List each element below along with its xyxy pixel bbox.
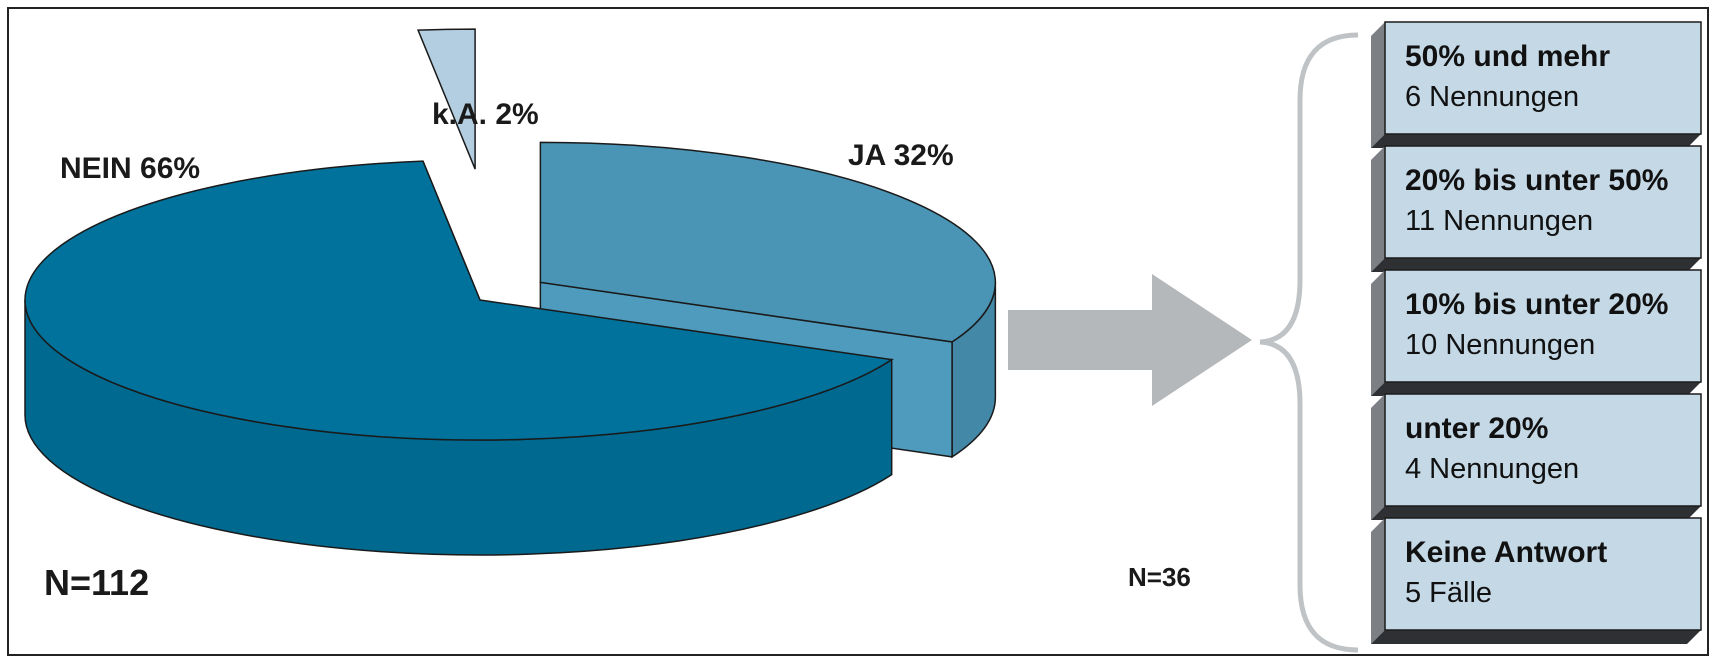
box-front [1384, 21, 1702, 135]
box-bottom-face [1371, 630, 1701, 644]
box-title: 10% bis unter 20% [1405, 288, 1668, 321]
breakdown-boxes: 50% und mehr 6 Nennungen 20% bis unter 50%… [1371, 21, 1702, 644]
box-left-face [1371, 146, 1385, 272]
box-bottom-face [1371, 134, 1701, 148]
box-bottom-face [1371, 382, 1701, 396]
box-left-face [1371, 394, 1385, 520]
breakdown-box-1: 20% bis unter 50% 11 Nennungen [1371, 145, 1702, 272]
box-front [1384, 145, 1702, 259]
slice-ka [416, 28, 476, 170]
slice-ja [539, 141, 997, 343]
box-subtitle: 6 Nennungen [1405, 81, 1579, 113]
box-bottom-face [1371, 258, 1701, 272]
box-front [1384, 393, 1702, 507]
slice-label-ka: k.A. 2% [432, 98, 539, 131]
slice-label-ja: JA 32% [848, 139, 954, 172]
n-breakdown-label: N=36 [1128, 562, 1191, 592]
box-bottom-face [1371, 506, 1701, 520]
slice-label-nein: NEIN 66% [60, 152, 200, 185]
box-left-face [1371, 518, 1385, 644]
box-subtitle: 10 Nennungen [1405, 329, 1595, 361]
box-title: unter 20% [1405, 412, 1548, 445]
box-subtitle: 4 Nennungen [1405, 453, 1579, 485]
box-title: 50% und mehr [1405, 40, 1610, 73]
slice-nein [24, 160, 894, 441]
box-front [1384, 517, 1702, 631]
curly-brace [1259, 32, 1359, 653]
breakdown-box-3: unter 20% 4 Nennungen [1371, 393, 1702, 520]
box-front [1384, 269, 1702, 383]
arrow-shape [1008, 274, 1252, 406]
box-left-face [1371, 22, 1385, 148]
breakdown-box-4: Keine Antwort 5 Fälle [1371, 517, 1702, 644]
box-title: Keine Antwort [1405, 536, 1607, 569]
box-title: 20% bis unter 50% [1405, 164, 1668, 197]
breakdown-box-0: 50% und mehr 6 Nennungen [1371, 21, 1702, 148]
n-total-label: N=112 [44, 562, 149, 603]
breakdown-box-2: 10% bis unter 20% 10 Nennungen [1371, 269, 1702, 396]
box-subtitle: 11 Nennungen [1405, 205, 1593, 237]
box-left-face [1371, 270, 1385, 396]
pie-group [24, 28, 997, 556]
box-subtitle: 5 Fälle [1405, 577, 1492, 609]
